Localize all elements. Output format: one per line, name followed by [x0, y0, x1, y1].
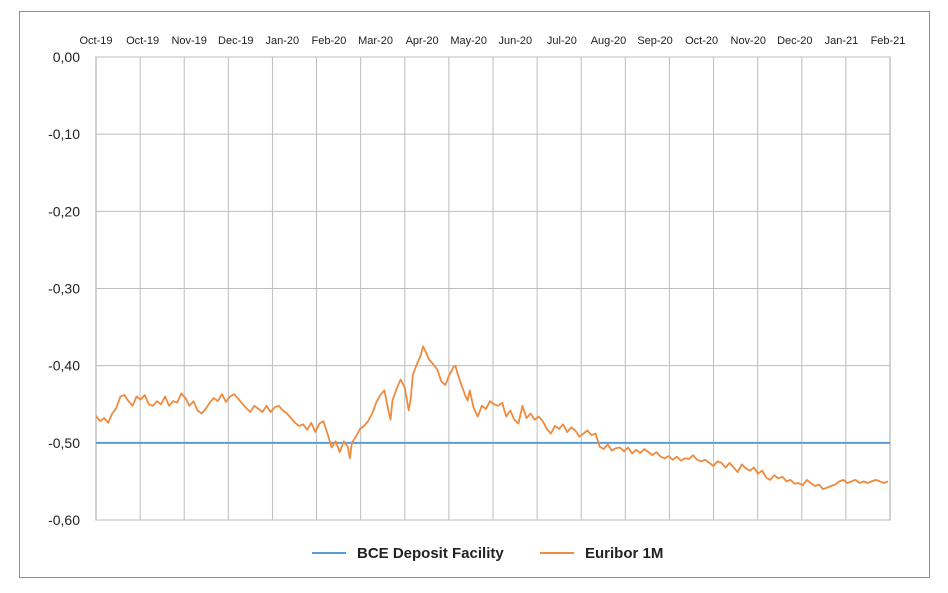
x-tick-label: Feb-20: [312, 35, 347, 47]
y-tick-label: -0,10: [48, 126, 80, 142]
x-tick-label: Dec-19: [218, 35, 253, 47]
x-tick-label: Jun-20: [498, 35, 532, 47]
y-tick-label: -0,20: [48, 203, 80, 219]
x-tick-label: Mar-20: [358, 35, 393, 47]
y-axis-ticks: 0,00 -0,10 -0,20 -0,30 -0,40 -0,50 -0,60: [48, 49, 80, 528]
series-line-euribor-1m: [95, 345, 889, 490]
x-tick-label: Jan-21: [825, 35, 859, 47]
y-tick-label: -0,50: [48, 435, 80, 451]
legend-label-euribor: Euribor 1M: [585, 545, 663, 562]
chart-frame: [19, 11, 930, 578]
legend-label-bce: BCE Deposit Facility: [357, 545, 504, 562]
x-tick-label: May-20: [450, 35, 487, 47]
x-tick-label: Nov-20: [731, 35, 766, 47]
x-tick-label: Sep-20: [637, 35, 672, 47]
y-tick-label: -0,60: [48, 512, 80, 528]
x-tick-label: Dec-20: [777, 35, 812, 47]
x-tick-label: Aug-20: [591, 35, 626, 47]
chart-legend: BCE Deposit Facility Euribor 1M: [312, 545, 663, 562]
x-tick-label: Feb-21: [871, 35, 906, 47]
y-tick-label: -0,40: [48, 358, 80, 374]
x-axis-ticks: Oct-19 Oct-19 Nov-19 Dec-19 Jan-20 Feb-20 Mar-…: [79, 35, 905, 47]
chart-grid: [95, 56, 891, 521]
y-tick-label: -0,30: [48, 281, 80, 297]
y-tick-label: 0,00: [53, 49, 80, 65]
chart-series: [95, 345, 890, 490]
x-tick-label: Oct-20: [685, 35, 718, 47]
x-tick-label: Nov-19: [171, 35, 206, 47]
x-tick-label: Oct-19: [79, 35, 112, 47]
x-tick-label: Jul-20: [547, 35, 577, 47]
x-tick-label: Apr-20: [406, 35, 439, 47]
x-tick-label: Oct-19: [126, 35, 159, 47]
x-tick-label: Jan-20: [266, 35, 300, 47]
